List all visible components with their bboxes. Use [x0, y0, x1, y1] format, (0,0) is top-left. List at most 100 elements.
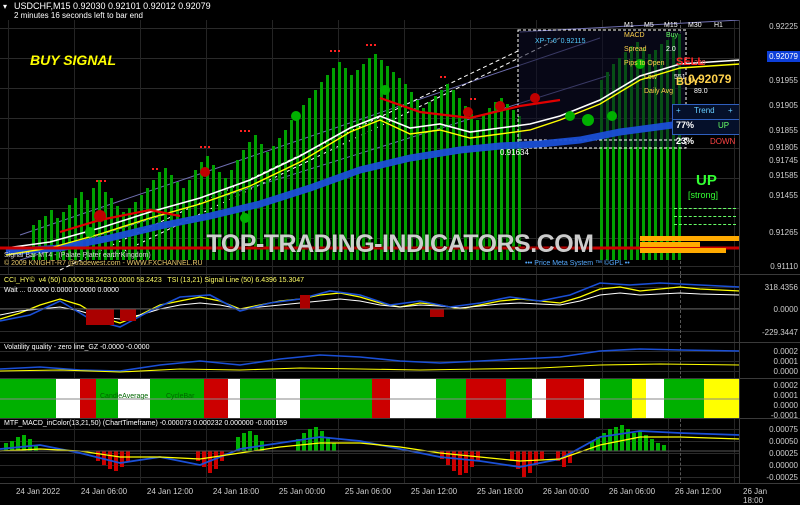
xtick-2: 24 Jan 12:00 — [146, 487, 194, 496]
row-pips-label: Pips to Open — [624, 60, 665, 67]
cycle-tick-3: -0.0001 — [770, 411, 798, 420]
vol-tick-0: 0.0002 — [773, 347, 798, 356]
trend-title: Trend — [694, 106, 715, 115]
tf-m1[interactable]: M1 — [624, 22, 634, 29]
cci-chart-svg — [0, 282, 740, 328]
price-tick-8: 0.91455 — [769, 191, 798, 200]
price-tick-7: 0.91585 — [769, 171, 798, 180]
xtick-0: 24 Jan 2022 — [15, 487, 61, 496]
price-big: 0.92079 — [688, 72, 732, 86]
macd-title: MTF_MACD_inColor(13,21,50) (ChartTimefra… — [4, 420, 288, 427]
xtick-3: 24 Jan 18:00 — [212, 487, 260, 496]
watermark: TOP-TRADING-INDICATORS.COM — [206, 230, 595, 258]
xtick-9: 26 Jan 06:00 — [608, 487, 656, 496]
state-label: UP — [696, 172, 717, 189]
trend-up-pct: 77% — [676, 120, 695, 130]
xtick-10: 26 Jan 12:00 — [674, 487, 722, 496]
trend-down-pct: 23% — [676, 136, 695, 146]
price-tick-5: 0.91805 — [769, 143, 798, 152]
trend-plus-right: + — [728, 106, 733, 115]
tf-h1[interactable]: H1 — [714, 22, 723, 29]
cci-scale[interactable]: 318.4356 0.0000 -229.3447 — [739, 275, 800, 343]
row-macd-label: MACD — [624, 32, 645, 39]
row-pips-value: 280 — [694, 60, 706, 67]
vol-tick-2: 0.0000 — [773, 367, 798, 376]
xtick-1: 24 Jan 06:00 — [80, 487, 128, 496]
row-dailyavg-value: 89.0 — [694, 88, 708, 95]
row-macd-value: Buy — [666, 32, 679, 39]
vol-tick-1: 0.0001 — [773, 357, 798, 366]
state-sub: [strong] — [688, 190, 719, 200]
cycle-chart-svg — [0, 379, 740, 419]
price-scale[interactable]: 0.92225 0.92079 0.91955 0.91905 0.91855 … — [739, 20, 800, 274]
price-tick-0: 0.92225 — [769, 22, 798, 31]
cycle-label-candleaverage: CandleAverage — [100, 393, 149, 400]
cci-tick-min: -229.3447 — [761, 328, 798, 337]
price-annotation-left: 0.91634 — [500, 148, 529, 157]
cycle-tick-1: 0.0001 — [773, 391, 798, 400]
dashboard-panel: M1 M5 M15 M30 H1 MACD Buy Spread 2.0 Pip… — [622, 20, 740, 253]
macd-tick-4: -0.00025 — [766, 473, 798, 482]
tf-m5[interactable]: M5 — [644, 22, 654, 29]
buy-label[interactable]: BUY — [676, 76, 700, 88]
tf-m15[interactable]: M15 — [664, 22, 678, 29]
xtick-5: 25 Jan 06:00 — [344, 487, 392, 496]
macd-tick-2: 0.00025 — [769, 449, 798, 458]
signal-bar-credit-2: © 2009 KNIGHT-R7 @tradewest.com - WWW.FX… — [4, 260, 203, 267]
macd-tick-0: 0.00075 — [769, 425, 798, 434]
row-low-value: 551 — [674, 74, 686, 81]
time-axis: 24 Jan 2022 24 Jan 06:00 24 Jan 12:00 24… — [0, 483, 800, 505]
cci-tick-zero: 0.0000 — [773, 305, 798, 314]
cycle-pane: CandleAverage CycleBar 0.0002 0.0001 0.0… — [0, 378, 800, 420]
macd-pane: MTF_MACD_inColor(13,21,50) (ChartTimefra… — [0, 418, 800, 485]
xtick-11: 26 Jan 18:00 — [743, 487, 768, 505]
cycle-tick-0: 0.0002 — [773, 381, 798, 390]
xtick-8: 26 Jan 00:00 — [542, 487, 590, 496]
price-tick-4: 0.91855 — [769, 126, 798, 135]
macd-scale[interactable]: 0.00075 0.00050 0.00025 0.00000 -0.00025 — [739, 419, 800, 485]
row-dailyavg-label: Daily Avg — [644, 88, 674, 95]
bar-countdown: 2 minutes 16 seconds left to bar end — [14, 11, 143, 20]
price-meta-credit: ••• Price Meta System ™ ©GPL •• — [525, 260, 630, 267]
cci-tsi-pane: CCI_HY© v4 (50) 0.0000 58.2423 0.0000 58… — [0, 274, 800, 343]
volatility-scale[interactable]: 0.0002 0.0001 0.0000 — [739, 343, 800, 379]
tf-m30[interactable]: M30 — [688, 22, 702, 29]
cycle-scale[interactable]: 0.0002 0.0001 0.0000 -0.0001 — [739, 379, 800, 420]
cci-title: CCI_HY© v4 (50) 0.0000 58.2423 0.0000 58… — [4, 277, 305, 284]
cci-tick-max: 318.4356 — [764, 283, 798, 292]
trend-up-label: UP — [718, 121, 730, 130]
symbol-quote: USDCHF,M15 0.92030 0.92101 0.92012 0.920… — [14, 1, 211, 11]
price-tick-6: 0.91745 — [769, 156, 798, 165]
trend-plus-left: + — [676, 106, 681, 115]
volatility-title: Volatility quality - zero line_GZ -0.000… — [4, 344, 150, 351]
price-tick-3: 0.91905 — [769, 101, 798, 110]
macd-tick-1: 0.00050 — [769, 437, 798, 446]
xtick-6: 25 Jan 12:00 — [410, 487, 458, 496]
cycle-label-cyclebar: CycleBar — [166, 393, 195, 400]
macd-chart-svg — [0, 425, 740, 477]
cycle-tick-2: 0.0000 — [773, 401, 798, 410]
current-price-tag: 0.92079 — [767, 51, 800, 62]
xtick-4: 25 Jan 00:00 — [278, 487, 326, 496]
row-low-label: Low — [644, 74, 657, 81]
chart-header: ▾ USDCHF,M15 0.92030 0.92101 0.92012 0.9… — [0, 0, 800, 20]
chevron-down-icon[interactable]: ▾ — [3, 2, 8, 11]
price-tick-9: 0.91265 — [769, 228, 798, 237]
cci-subtitle: Wait ... 0.0000 0.0000 0.0000 0.0000 — [4, 287, 119, 294]
row-spread-label: Spread — [624, 46, 647, 53]
volatility-chart-svg — [0, 348, 740, 373]
sell-label[interactable]: SELL — [676, 56, 705, 68]
buy-signal-label: BUY SIGNAL — [30, 52, 117, 68]
price-tick-2: 0.91955 — [769, 76, 798, 85]
trend-down-label: DOWN — [710, 137, 736, 146]
price-chart-svg — [0, 20, 740, 271]
signal-bar-credit-1: Signal Bar MT4 - (Palate Plater earth Ki… — [4, 252, 151, 259]
row-spread-value: 2.0 — [666, 46, 676, 53]
xtick-7: 25 Jan 18:00 — [476, 487, 524, 496]
volatility-pane: Volatility quality - zero line_GZ -0.000… — [0, 342, 800, 379]
box-level-label: XP-T-6 0.92115 — [535, 38, 586, 45]
macd-tick-3: 0.00000 — [769, 461, 798, 470]
price-pane: Signal Bar MT4 - (Palate Plater earth Ki… — [0, 20, 800, 274]
price-tick-10: 0.91110 — [770, 262, 798, 271]
